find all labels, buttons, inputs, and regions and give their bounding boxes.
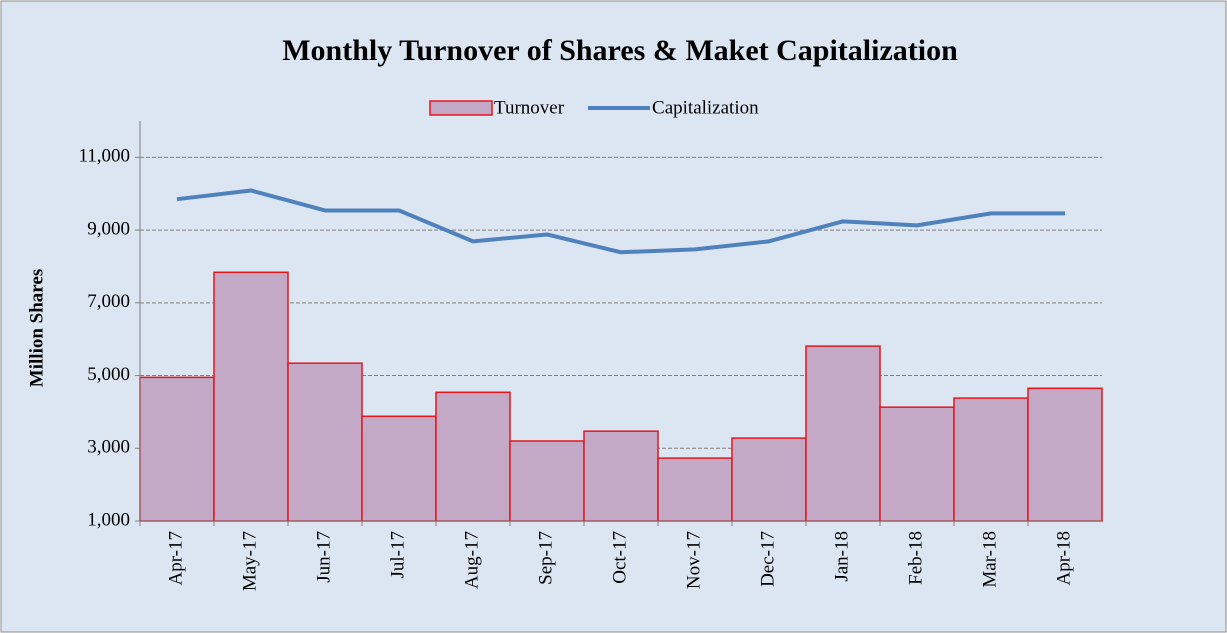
x-tick-label: Apr-17 <box>165 531 186 586</box>
x-tick-label: Dec-17 <box>757 531 778 587</box>
y-tick-label: 11,000 <box>78 146 130 167</box>
x-tick-label: Mar-18 <box>979 531 1000 588</box>
y-tick-label: 3,000 <box>87 437 130 458</box>
bar <box>213 271 289 522</box>
y-tick-label: 1,000 <box>87 509 130 530</box>
bar <box>805 345 881 522</box>
x-tick-label: Nov-17 <box>683 531 704 589</box>
x-tick-label: Jun-17 <box>313 531 334 583</box>
line <box>176 188 1065 255</box>
bar <box>1027 387 1103 522</box>
bar <box>139 376 215 522</box>
x-tick-label: Apr-18 <box>1053 531 1074 586</box>
chart-title: Monthly Turnover of Shares & Maket Capit… <box>282 34 958 67</box>
y-tick-label: 5,000 <box>87 364 130 385</box>
bar <box>731 437 807 522</box>
bar <box>435 391 511 522</box>
x-tick-label: Aug-17 <box>461 531 482 589</box>
legend-label: Turnover <box>494 97 565 118</box>
x-tick-label: Oct-17 <box>609 531 630 584</box>
x-tick-label: Jan-18 <box>831 531 852 582</box>
y-axis-label: Million Shares <box>26 269 47 387</box>
legend-swatch <box>429 100 493 116</box>
legend-label: Capitalization <box>652 97 759 118</box>
x-tick-label: Feb-18 <box>905 531 926 585</box>
bar <box>361 415 437 522</box>
bar <box>879 406 955 522</box>
y-tick-label: 7,000 <box>87 291 130 312</box>
bar <box>657 457 733 522</box>
x-tick-label: Sep-17 <box>535 531 556 585</box>
bar <box>287 362 363 522</box>
y-tick-label: 9,000 <box>87 218 130 239</box>
x-tick-label: Jul-17 <box>387 531 408 579</box>
x-tick-label: May-17 <box>239 531 260 591</box>
bar <box>509 440 585 522</box>
bar <box>953 397 1029 522</box>
bar <box>583 430 659 522</box>
